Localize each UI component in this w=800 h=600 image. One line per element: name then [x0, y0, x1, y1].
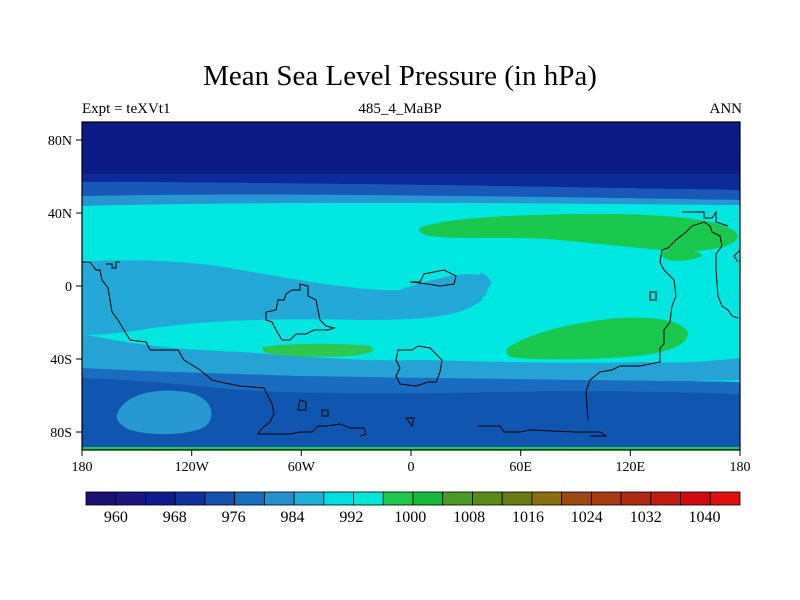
lon-tick-labels: 180 120W 60W 0 60E 120E 180	[72, 460, 751, 475]
colorbar-swatch	[353, 491, 384, 506]
lon-tick: 180	[72, 460, 93, 475]
band-north-988	[82, 194, 740, 206]
colorbar-label: 1000	[394, 509, 426, 526]
colorbar-swatch	[204, 491, 236, 506]
colorbar-label: 976	[222, 509, 246, 526]
coast-islet-c	[405, 417, 415, 428]
colorbar-label: 1008	[453, 509, 485, 526]
colorbar-swatch	[650, 491, 681, 506]
lat-tick: 80S	[50, 426, 72, 441]
colorbar-swatch	[85, 491, 117, 506]
high-north-east-tail	[660, 249, 702, 261]
colorbar-swatch	[115, 491, 146, 506]
colorbar-label: 1040	[689, 509, 721, 526]
lat-tick: 0	[65, 280, 72, 295]
lon-tick: 0	[408, 460, 415, 475]
high-south-atlantic	[262, 343, 374, 357]
colorbar-swatch	[501, 491, 533, 506]
coast-islet-b	[321, 409, 329, 417]
lon-tick: 60E	[509, 460, 532, 475]
band-south-996	[82, 334, 740, 388]
band-north-976	[82, 174, 740, 190]
experiment-label: Expt = teXVt1	[82, 101, 171, 117]
colorbar-swatch	[531, 491, 563, 506]
colorbar-label: 960	[104, 509, 128, 526]
lon-tick: 60W	[288, 460, 316, 475]
coast-east-continent	[585, 221, 739, 421]
colorbar-swatch	[263, 491, 295, 506]
colorbar-swatch	[382, 491, 414, 506]
coast-ne	[682, 210, 729, 227]
colorbar-swatch	[234, 491, 265, 506]
lon-tick: 120W	[175, 460, 210, 475]
colorbar-label: 1016	[512, 509, 544, 526]
antarctic-edge	[82, 447, 740, 450]
colorbar-swatch	[561, 491, 592, 506]
coast-nw-islet	[106, 261, 120, 269]
colorbar-swatch	[472, 491, 503, 506]
coast-east-edge	[733, 249, 741, 263]
colorbar-swatch	[709, 491, 741, 506]
blob-south-pacific	[116, 390, 212, 435]
band-pacific-996	[82, 260, 489, 326]
contour-fill	[82, 122, 740, 450]
colorbar-label: 1032	[630, 509, 662, 526]
colorbar-label: 1024	[571, 509, 603, 526]
colorbar-label: 968	[163, 509, 187, 526]
colorbar-label: 984	[281, 509, 305, 526]
colorbar-swatch	[620, 491, 652, 506]
coast-atlantic-continent	[265, 283, 336, 341]
colorbar-swatch	[293, 491, 325, 506]
colorbar-swatch	[412, 491, 444, 506]
period-label: 485_4_MaBP	[358, 101, 442, 117]
colorbar-swatch	[323, 491, 354, 506]
coast-west	[82, 261, 367, 437]
coastlines	[82, 210, 741, 437]
coast-islet-a	[297, 399, 307, 411]
colorbar-label: 992	[339, 509, 363, 526]
coast-south-continent	[395, 345, 443, 387]
high-north-east	[419, 214, 738, 252]
colorbar-swatch	[145, 491, 176, 506]
colorbar-swatch	[590, 491, 622, 506]
colorbar-swatch	[680, 491, 711, 506]
season-label: ANN	[709, 101, 743, 117]
lat-tick-labels: 80N 40N 0 40S 80S	[48, 134, 72, 441]
band-north-polar	[82, 122, 740, 174]
colorbar-labels: 960 968 976 984 992 1000 1008 1016 1024 …	[104, 509, 721, 526]
tick-marks	[76, 139, 741, 456]
lat-tick: 80N	[48, 134, 72, 149]
coast-islet-d	[649, 291, 657, 301]
lat-tick: 40N	[48, 207, 72, 222]
coast-antarctic	[478, 425, 608, 437]
lon-tick: 120E	[616, 460, 646, 475]
high-south-indian	[506, 317, 688, 360]
coast-equator-island	[409, 269, 457, 287]
lon-tick: 180	[730, 460, 751, 475]
band-north-980	[82, 182, 740, 200]
colorbar-swatch	[174, 491, 206, 506]
lat-tick: 40S	[50, 353, 72, 368]
colorbar-swatch	[442, 491, 473, 506]
colorbar	[85, 491, 741, 506]
map-title: Mean Sea Level Pressure (in hPa)	[203, 60, 597, 92]
